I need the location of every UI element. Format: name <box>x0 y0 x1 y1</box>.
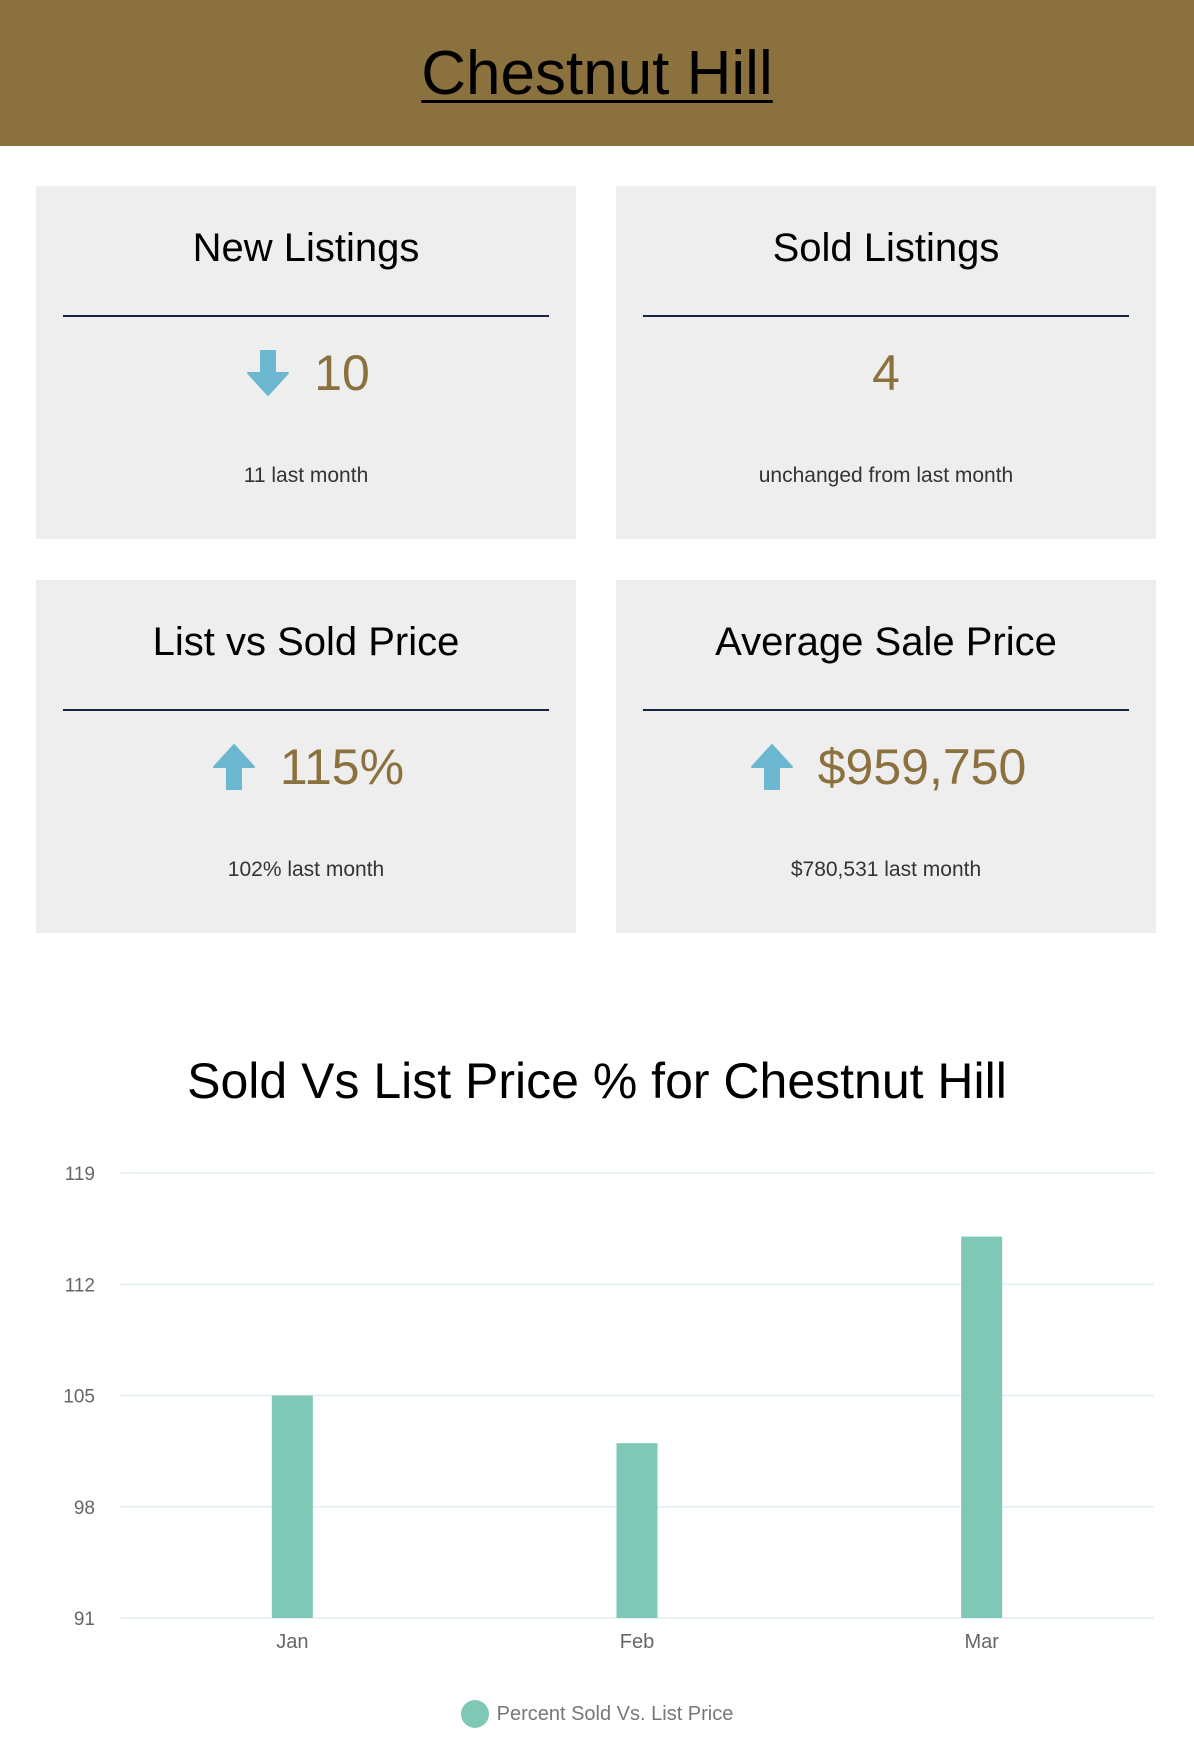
y-tick-label: 98 <box>74 1498 95 1519</box>
card-subtext: 102% last month <box>227 858 385 881</box>
bar <box>271 1395 313 1618</box>
divider <box>643 315 1129 317</box>
value-row: 4 <box>616 338 1156 408</box>
x-tick-label: Jan <box>276 1631 308 1653</box>
card-subtext: unchanged from last month <box>758 464 1014 487</box>
bar <box>616 1443 658 1618</box>
card-value: 10 <box>314 345 370 401</box>
card-subtext: $780,531 last month <box>790 858 982 881</box>
card-title: List vs Sold Price <box>152 620 460 664</box>
header-bar: Chestnut Hill <box>0 0 1194 146</box>
divider <box>63 315 549 317</box>
arrow-down-icon <box>247 350 290 396</box>
y-tick-label: 112 <box>65 1275 95 1296</box>
arrow-up-icon <box>750 744 793 790</box>
chart-title: Sold Vs List Price % for Chestnut Hill <box>187 1053 1007 1109</box>
card-value: 115% <box>279 739 405 795</box>
divider <box>643 709 1129 711</box>
card-title: Sold Listings <box>772 226 1000 270</box>
card-value: $959,750 <box>817 739 1027 795</box>
card-average-sale-price: Average Sale Price $959,750 $780,531 las… <box>616 580 1156 933</box>
card-new-listings: New Listings 10 11 last month <box>36 186 576 539</box>
value-row: 115% <box>36 732 576 802</box>
arrow-up-icon <box>212 744 255 790</box>
x-tick-label: Feb <box>620 1631 654 1653</box>
divider <box>63 709 549 711</box>
x-tick-label: Mar <box>964 1631 999 1653</box>
card-subtext: 11 last month <box>243 464 369 487</box>
value-row: $959,750 <box>616 732 1156 802</box>
bar <box>961 1236 1003 1618</box>
card-sold-listings: Sold Listings 4 unchanged from last mont… <box>616 186 1156 539</box>
card-title: New Listings <box>192 226 420 270</box>
card-title: Average Sale Price <box>715 620 1057 664</box>
value-row: 10 <box>36 338 576 408</box>
y-tick-label: 119 <box>65 1164 95 1185</box>
bar-chart: 119 112 105 98 91 Jan Feb Mar <box>63 1164 1154 1653</box>
legend-label[interactable]: Percent Sold Vs. List Price <box>496 1702 734 1725</box>
chart-legend: Percent Sold Vs. List Price <box>0 1700 1194 1728</box>
card-list-vs-sold-price: List vs Sold Price 115% 102% last month <box>36 580 576 933</box>
y-tick-label: 91 <box>74 1609 95 1630</box>
y-tick-label: 105 <box>63 1387 95 1408</box>
page-title[interactable]: Chestnut Hill <box>421 38 773 108</box>
legend-swatch[interactable] <box>460 1700 489 1728</box>
card-value: 4 <box>872 345 900 401</box>
